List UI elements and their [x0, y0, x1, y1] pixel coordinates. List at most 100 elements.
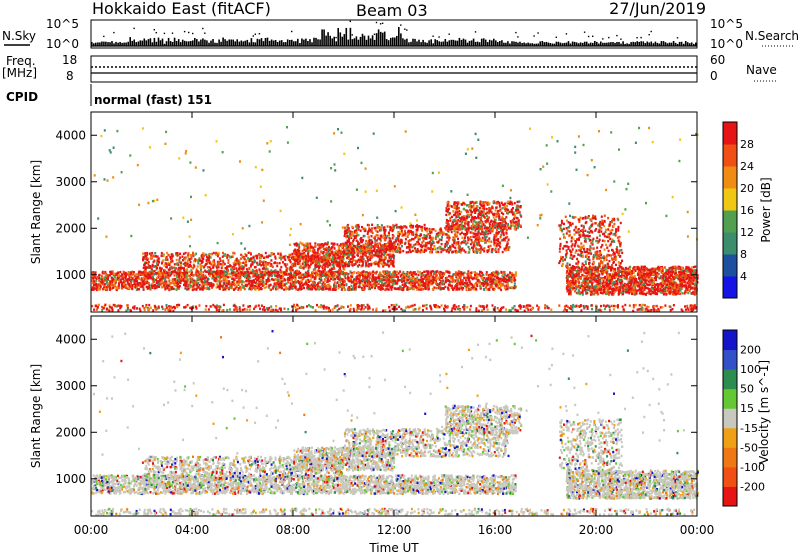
data-cell [302, 266, 305, 269]
data-cell [391, 284, 394, 287]
data-cell [436, 240, 439, 244]
nsky-bar [604, 42, 606, 46]
data-cell [202, 271, 205, 274]
data-cell [259, 275, 262, 278]
data-cell [247, 257, 250, 260]
data-cell [333, 242, 336, 246]
data-cell [168, 268, 171, 271]
data-cell [217, 270, 220, 273]
data-cell [424, 276, 427, 279]
data-cell [396, 270, 399, 273]
data-cell [328, 264, 331, 267]
data-cell [397, 278, 399, 281]
data-cell [317, 258, 320, 261]
data-cell [336, 262, 339, 265]
data-cell [401, 273, 404, 276]
data-cell [324, 279, 327, 282]
data-cell [229, 275, 232, 279]
data-cell [160, 267, 163, 270]
data-cell [471, 277, 474, 281]
data-cell [419, 284, 422, 287]
data-cell [339, 276, 341, 279]
data-cell [241, 286, 244, 289]
data-cell [267, 277, 270, 281]
data-cell [364, 281, 367, 285]
data-cell [373, 254, 376, 257]
data-cell [360, 264, 363, 268]
data-cell [314, 288, 317, 291]
data-cell [182, 252, 185, 255]
data-cell [365, 272, 368, 276]
date-label: 27/Jun/2019 [609, 0, 706, 18]
data-cell [138, 288, 141, 291]
data-cell [426, 270, 429, 274]
data-cell [244, 283, 247, 287]
nsky-bar [230, 39, 232, 46]
data-cell [330, 269, 333, 272]
data-cell [175, 263, 178, 266]
data-cell [377, 286, 380, 289]
data-cell [318, 247, 321, 250]
data-cell [103, 282, 106, 286]
data-cell [267, 272, 270, 275]
data-cell [218, 287, 221, 291]
data-cell [422, 284, 425, 288]
data-cell [466, 286, 469, 289]
data-cell [314, 253, 317, 256]
data-cell [142, 255, 145, 259]
data-cell [340, 243, 342, 246]
data-cell [399, 242, 402, 245]
data-cell [360, 260, 363, 263]
data-cell [161, 274, 164, 277]
data-cell [351, 273, 354, 276]
data-cell [234, 271, 237, 274]
data-cell [432, 236, 435, 240]
data-cell [485, 273, 488, 276]
data-cell [244, 252, 247, 256]
data-cell [193, 265, 196, 268]
nsky-bar [491, 40, 493, 46]
data-cell [489, 277, 492, 280]
data-cell [375, 278, 378, 282]
data-cell [318, 272, 321, 275]
data-cell [420, 227, 423, 230]
data-cell [403, 276, 406, 279]
data-cell [109, 288, 112, 291]
data-cell [339, 259, 342, 262]
nsky-bar [630, 42, 632, 46]
data-cell [203, 278, 206, 281]
data-cell [470, 286, 473, 290]
data-cell [297, 247, 300, 250]
nsky-bar [404, 39, 406, 46]
data-cell [289, 259, 291, 262]
data-cell [168, 287, 171, 291]
data-cell [166, 258, 169, 261]
data-cell [504, 239, 507, 242]
data-cell [314, 245, 317, 248]
data-cell [201, 254, 204, 257]
data-cell [277, 274, 280, 277]
data-cell [347, 229, 350, 232]
data-cell [410, 276, 413, 280]
data-cell [94, 276, 97, 279]
data-cell [325, 246, 328, 250]
nsky-bar [600, 41, 602, 46]
data-cell [384, 248, 387, 251]
data-cell [361, 225, 363, 229]
data-cell [184, 278, 187, 281]
data-cell [503, 273, 506, 276]
data-cell [264, 263, 267, 266]
data-cell [397, 231, 400, 234]
data-cell [110, 277, 113, 280]
data-cell [414, 273, 417, 276]
data-cell [345, 252, 348, 255]
data-cell [103, 279, 106, 283]
data-cell [497, 286, 500, 290]
data-cell [368, 274, 371, 278]
nsky-bar [218, 39, 220, 46]
data-cell [387, 261, 390, 264]
nsky-bar [161, 38, 164, 46]
freq-label: Freq. [6, 54, 36, 68]
data-cell [325, 265, 328, 268]
nsky-bar [307, 41, 309, 46]
